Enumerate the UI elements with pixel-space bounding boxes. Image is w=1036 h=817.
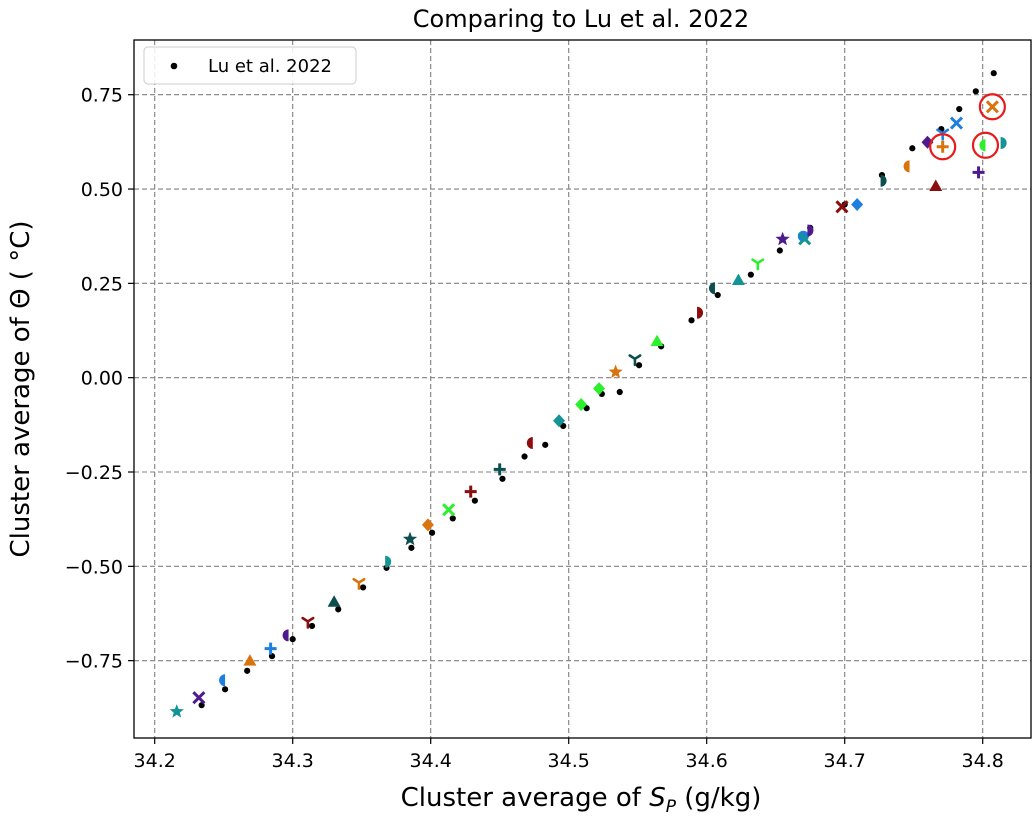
cluster-point (493, 463, 506, 476)
y-tick-label: 0.50 (81, 179, 123, 201)
plot-frame (133, 39, 1032, 739)
cluster-point (807, 224, 814, 237)
cluster-point (936, 140, 949, 153)
cluster-point (903, 160, 910, 173)
cluster-point (243, 654, 257, 666)
highlight-circles (929, 93, 1006, 161)
reference-point (616, 388, 623, 396)
reference-point (335, 606, 342, 613)
reference-point (909, 145, 916, 152)
cluster-point (553, 414, 566, 428)
highlight-circle (978, 93, 1006, 121)
cluster-point (575, 397, 588, 411)
cluster-point (526, 436, 533, 449)
y-tick-label: −0.25 (65, 462, 123, 484)
cluster-point (979, 139, 986, 152)
y-tick-label: −0.50 (65, 556, 123, 578)
legend-box (143, 46, 357, 85)
cluster-point (708, 282, 715, 295)
y-tick-label: 0.25 (81, 273, 123, 295)
cluster-point (385, 555, 392, 568)
reference-point (449, 515, 456, 522)
grid-lines (134, 40, 1031, 738)
reference-point (408, 544, 415, 551)
y-axis-label: Cluster average of Θ ( °C) (6, 220, 36, 557)
reference-point (776, 247, 783, 254)
cluster-point (628, 354, 642, 367)
x-tick-label: 34.8 (962, 750, 1004, 772)
plot-area (134, 40, 1031, 738)
reference-point (359, 584, 367, 591)
reference-point (244, 667, 251, 674)
cluster-point (464, 485, 477, 498)
cluster-point (731, 273, 745, 285)
cluster-points (169, 100, 1007, 718)
cluster-point (421, 518, 434, 532)
reference-point (221, 686, 229, 693)
x-tick-label: 34.5 (548, 750, 590, 772)
x-tick-label: 34.4 (410, 750, 452, 772)
highlight-circle (929, 133, 957, 161)
chart-title: Comparing to Lu et al. 2022 (413, 5, 749, 33)
cluster-point (442, 503, 456, 517)
legend-marker (170, 62, 178, 70)
reference-point (990, 70, 997, 77)
reference-point (471, 497, 478, 504)
cluster-point (264, 642, 277, 655)
x-tick-label: 34.2 (134, 750, 176, 772)
cluster-point (775, 231, 790, 246)
reference-point (542, 441, 549, 448)
y-tick-label: 0.75 (81, 85, 123, 107)
y-tick-label: −0.75 (65, 651, 123, 673)
reference-point (560, 422, 567, 430)
cluster-point (169, 704, 184, 718)
reference-point (747, 271, 754, 278)
x-axis-label: Cluster average of SP (g/kg) (401, 783, 762, 817)
x-tick-label: 34.6 (686, 750, 728, 772)
reference-point (499, 475, 506, 482)
reference-point (635, 362, 643, 369)
highlight-circle (971, 131, 1000, 159)
reference-point (583, 405, 590, 412)
axis-ticks: 34.2 34.3 34.4 34.5 34.6 34.7 34.8 −0.75 −0.50 −0… (65, 85, 1004, 772)
cluster-point (697, 306, 704, 319)
cluster-point (593, 382, 606, 396)
cluster-point (835, 200, 849, 214)
cluster-point (949, 116, 964, 130)
legend: Lu et al. 2022 (143, 46, 357, 85)
cluster-point (751, 258, 765, 271)
cluster-point (851, 198, 864, 212)
x-tick-label: 34.3 (272, 750, 314, 772)
cluster-point (972, 166, 985, 179)
y-tick-label: 0.00 (81, 368, 123, 390)
cluster-point (985, 100, 999, 114)
cluster-point (608, 364, 623, 379)
reference-point (521, 453, 528, 460)
reference-point (972, 88, 979, 95)
reference-point (289, 636, 296, 643)
reference-point (714, 291, 721, 299)
cluster-point (282, 629, 289, 642)
cluster-point (352, 577, 366, 590)
cluster-point (402, 531, 418, 546)
cluster-point (219, 674, 226, 687)
reference-point (428, 529, 436, 536)
reference-point (956, 105, 963, 113)
cluster-point (1000, 137, 1007, 150)
cluster-point (929, 179, 943, 192)
cluster-point (301, 616, 315, 629)
x-tick-label: 34.7 (824, 750, 866, 772)
legend-label: Lu et al. 2022 (208, 56, 332, 77)
reference-point (308, 622, 316, 630)
reference-point (688, 317, 695, 324)
cluster-point (650, 334, 664, 347)
cluster-point (192, 691, 206, 705)
cluster-point (880, 174, 887, 187)
cluster-point (327, 595, 341, 607)
